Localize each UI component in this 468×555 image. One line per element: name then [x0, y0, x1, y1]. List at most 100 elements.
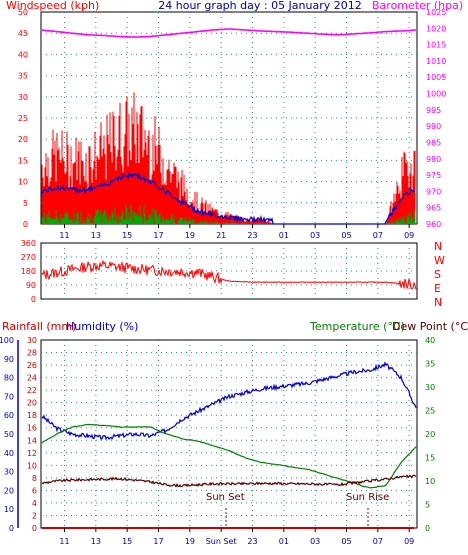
rainfall-axis-label: Rainfall (mm) — [2, 320, 76, 333]
hour-tick-label: 15 — [122, 537, 132, 546]
barometer-tick-label: 970 — [426, 187, 441, 196]
hour-tick-label: 13 — [91, 537, 101, 546]
hour-tick-label: 09 — [404, 231, 414, 240]
hour-tick-label: 23 — [247, 231, 257, 240]
hour-tick-label: 05 — [341, 537, 351, 546]
windspeed-tick-label: 10 — [18, 178, 28, 187]
rainfall-tick-label: 30 — [27, 336, 37, 345]
barometer-tick-label: 990 — [426, 122, 441, 131]
humidity-tick-label: 20 — [4, 486, 14, 495]
hour-tick-label: 15 — [122, 231, 132, 240]
compass-w: W — [434, 254, 445, 267]
hour-tick-label: 11 — [59, 231, 69, 240]
barometer-tick-label: 1000 — [426, 90, 446, 99]
rainfall-tick-label: 4 — [32, 499, 37, 508]
barometer-axis-label: Barometer (hpa) — [372, 0, 463, 12]
temperature-tick-label: 35 — [425, 360, 435, 369]
humidity-tick-label: 100 — [0, 336, 14, 345]
dewpoint-axis-label: Dew Point (°C) — [392, 320, 468, 333]
hour-tick-label: 23 — [247, 537, 257, 546]
direction-tick-label: 90 — [26, 281, 36, 290]
rainfall-tick-label: 6 — [32, 486, 37, 495]
hour-tick-label: 01 — [279, 537, 289, 546]
barometer-ticks: 960 965 970 975 980 985 990 995 1000 1005 1010 1015… — [426, 8, 446, 229]
windspeed-tick-label: 20 — [18, 135, 28, 144]
windspeed-tick-label: 15 — [18, 156, 28, 165]
temperature-axis-label: Temperature (°C) — [309, 320, 405, 333]
hour-tick-label: 07 — [373, 537, 383, 546]
windspeed-tick-label: 35 — [18, 72, 28, 81]
bottom-hour-ticks: 11 13 15 17 19 Sun Set 23 01 03 05 07 09 — [59, 528, 414, 546]
windspeed-tick-label: 45 — [18, 29, 28, 38]
hour-tick-label: 19 — [185, 231, 195, 240]
barometer-tick-label: 1005 — [426, 73, 446, 82]
hour-tick-label: 11 — [59, 537, 69, 546]
humidity-tick-label: 50 — [4, 430, 14, 439]
hour-tick-label: Sun Set — [206, 537, 237, 546]
top-hour-ticks: 11 13 15 17 19 21 23 01 03 05 07 09 — [59, 224, 414, 240]
compass-n-bottom: N — [434, 296, 442, 309]
hour-tick-label: 03 — [310, 231, 320, 240]
windspeed-tick-label: 50 — [18, 8, 28, 17]
windspeed-tick-label: 40 — [18, 50, 28, 59]
hour-tick-label: 03 — [310, 537, 320, 546]
hour-tick-label: 17 — [153, 537, 163, 546]
humidity-tick-label: 80 — [4, 374, 14, 383]
temperature-tick-label: 10 — [425, 477, 435, 486]
temperature-tick-label: 30 — [425, 383, 435, 392]
wind-direction-grid — [41, 243, 417, 299]
windspeed-axis-label: Windspeed (kph) — [6, 0, 99, 12]
hour-tick-label: 01 — [279, 231, 289, 240]
sunset-label: Sun Set — [206, 492, 245, 503]
sunrise-label: Sun Rise — [346, 492, 389, 503]
humidity-tick-label: 40 — [4, 449, 14, 458]
humidity-tick-label: 60 — [4, 411, 14, 420]
windspeed-tick-label: 30 — [18, 93, 28, 102]
wind-average-line — [41, 171, 416, 225]
barometer-tick-label: 960 — [426, 220, 441, 229]
windspeed-tick-label: 25 — [18, 114, 28, 123]
temperature-tick-label: 40 — [425, 336, 435, 345]
rainfall-tick-label: 24 — [27, 374, 37, 383]
direction-tick-label: 360 — [21, 239, 36, 248]
temperature-tick-label: 25 — [425, 407, 435, 416]
humidity-tick-label: 30 — [4, 468, 14, 477]
compass-s: S — [434, 268, 441, 281]
barometer-tick-label: 1015 — [426, 41, 446, 50]
barometer-line — [41, 28, 417, 38]
humidity-ticks: 0 10 20 30 40 50 60 70 80 90 100 — [0, 336, 14, 533]
barometer-tick-label: 965 — [426, 204, 441, 213]
wind-direction-frame — [40, 242, 418, 300]
windspeed-tick-label: 5 — [23, 199, 28, 208]
humidity-line — [41, 361, 417, 441]
hour-tick-label: 13 — [91, 231, 101, 240]
rainfall-tick-label: 14 — [27, 436, 37, 445]
barometer-tick-label: 985 — [426, 138, 441, 147]
rainfall-tick-label: 22 — [27, 386, 37, 395]
dewpoint-line — [41, 474, 417, 488]
humidity-axis-label: Humidity (%) — [66, 320, 138, 333]
hour-tick-label: 05 — [341, 231, 351, 240]
direction-tick-label: 270 — [21, 253, 36, 262]
rainfall-tick-label: 20 — [27, 399, 37, 408]
hour-tick-label: 19 — [185, 537, 195, 546]
humidity-tick-label: 70 — [4, 392, 14, 401]
rainfall-tick-label: 16 — [27, 424, 37, 433]
barometer-tick-label: 975 — [426, 171, 441, 180]
barometer-tick-label: 1010 — [426, 57, 446, 66]
wind-bars — [41, 92, 416, 224]
rainfall-tick-label: 10 — [27, 461, 37, 470]
direction-tick-label: 180 — [21, 267, 36, 276]
rainfall-tick-label: 18 — [27, 411, 37, 420]
wind-direction-ticks: 0 90 180 270 360 — [21, 239, 36, 304]
temperature-ticks: 0 5 10 15 20 25 30 35 40 — [425, 336, 435, 533]
temperature-tick-label: 20 — [425, 430, 435, 439]
wind-pressure-grid — [41, 12, 417, 224]
rainfall-tick-label: 12 — [27, 449, 37, 458]
barometer-tick-label: 1025 — [426, 8, 446, 17]
wind-direction-line — [41, 259, 417, 290]
rainfall-tick-label: 8 — [32, 474, 37, 483]
